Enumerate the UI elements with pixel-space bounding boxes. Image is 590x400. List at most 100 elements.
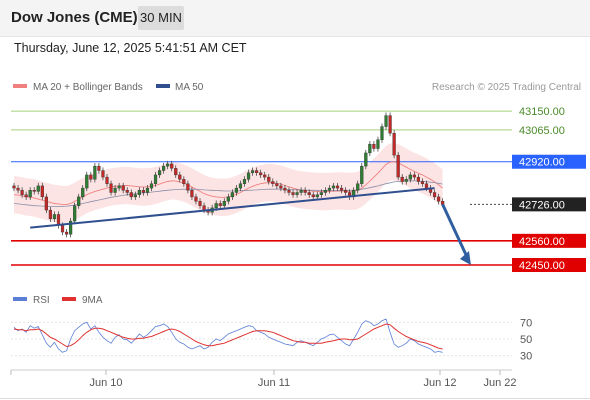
level-tag-42560.00 (512, 233, 586, 248)
level-tag-42726.00 (512, 197, 586, 212)
credit-text: Research © 2025 Trading Central (432, 82, 581, 93)
candle-body (283, 187, 287, 191)
candle-body (315, 194, 319, 198)
timeframe-button[interactable]: 30 MIN (138, 6, 184, 30)
instrument-title: Dow Jones (CME) (11, 9, 138, 26)
candle-body (335, 185, 340, 189)
candle-body (250, 170, 255, 173)
candle-body (396, 154, 400, 178)
rsi-legend-label: RSI (33, 295, 50, 306)
candle-body (226, 196, 230, 202)
chart-legend: MA 20 + Bollinger Bands MA 50 Research ©… (13, 82, 581, 306)
candle-body (323, 190, 327, 193)
level-label-42726.00: 42726.00 (519, 199, 565, 211)
candle-body (64, 231, 69, 235)
candle-body (170, 163, 174, 169)
candle-body (145, 187, 150, 193)
candle-body (343, 190, 348, 193)
forecast-arrow-head (459, 251, 471, 266)
candle-body (166, 163, 170, 167)
candle-body (275, 183, 279, 187)
candle-body (52, 214, 57, 220)
candle-body (400, 176, 404, 182)
candle-body (194, 196, 198, 202)
candle-body (307, 192, 311, 195)
rsi-line (13, 318, 443, 353)
rsi-legend-swatch (13, 297, 27, 301)
candle-body (238, 183, 243, 189)
candle-body (73, 205, 77, 222)
candle-body (230, 192, 234, 198)
level-label-42560.00: 42560.00 (519, 236, 565, 248)
candle-body (133, 194, 137, 198)
candle-body (153, 174, 158, 184)
candle-body (89, 174, 93, 180)
candle-body (376, 139, 380, 149)
level-tag-42450.00 (512, 258, 586, 273)
level-label-43065.00: 43065.00 (519, 125, 565, 137)
candle-body (44, 196, 48, 211)
candle-body (48, 209, 52, 220)
candle-body (295, 192, 299, 195)
candle-body (360, 165, 364, 184)
ma20-legend-swatch (13, 84, 27, 88)
candle-body (416, 176, 420, 182)
candle-body (287, 190, 291, 193)
candle-body (259, 172, 263, 176)
time-tick-label: Jun 22 (483, 377, 516, 389)
support-trendline (30, 187, 435, 229)
candle-body (368, 143, 372, 154)
candle-body (291, 192, 295, 195)
candle-body (246, 172, 251, 180)
candle-body (364, 152, 368, 167)
candle-body (271, 181, 275, 184)
ma50-legend-swatch (156, 84, 170, 88)
candle-body (263, 174, 267, 178)
candle-body (101, 170, 105, 178)
candle-body (372, 143, 376, 149)
candle-body (162, 165, 166, 171)
candle-body (182, 179, 186, 184)
candle-body (12, 185, 16, 189)
rsi-ma-legend-label: 9MA (82, 295, 103, 306)
candle-body (380, 126, 384, 140)
time-tick-label: Jun 10 (89, 377, 122, 389)
rsi-ma-legend-swatch (62, 297, 76, 301)
candle-body (408, 174, 412, 180)
time-tick-label: Jun 11 (258, 377, 290, 389)
ma20-legend-label: MA 20 + Bollinger Bands (33, 82, 143, 93)
candle-body (109, 183, 113, 193)
candle-body (255, 170, 259, 173)
candle-body (32, 190, 36, 192)
candle-body (222, 201, 226, 206)
chart-datetime: Thursday, June 12, 2025 5:41:51 AM CET (14, 41, 247, 55)
candle-body (198, 201, 202, 206)
ma50-legend-label: MA 50 (175, 82, 204, 93)
candle-body (113, 187, 117, 193)
candle-body (125, 190, 129, 193)
candle-body (97, 165, 101, 171)
candle-body (186, 183, 190, 191)
candle-body (218, 203, 222, 206)
candle-body (105, 176, 109, 184)
candle-body (60, 225, 65, 233)
candle-body (356, 183, 360, 191)
candle-body (311, 194, 315, 198)
candle-body (77, 196, 81, 206)
candle-body (242, 179, 247, 184)
level-label-43150.00: 43150.00 (519, 106, 565, 118)
chart-header: Dow Jones (CME) 30 MIN (0, 0, 590, 37)
candle-body (267, 176, 271, 182)
candle-body (279, 185, 283, 189)
candle-body (437, 196, 441, 202)
candle-body (20, 190, 24, 195)
candle-body (117, 185, 121, 189)
level-tag-42920.00 (512, 154, 586, 169)
candle-body (157, 170, 162, 176)
candle-body (137, 190, 141, 195)
candle-body (121, 185, 125, 191)
candle-body (441, 201, 445, 205)
candle-body (178, 174, 182, 180)
candle-body (149, 183, 154, 189)
